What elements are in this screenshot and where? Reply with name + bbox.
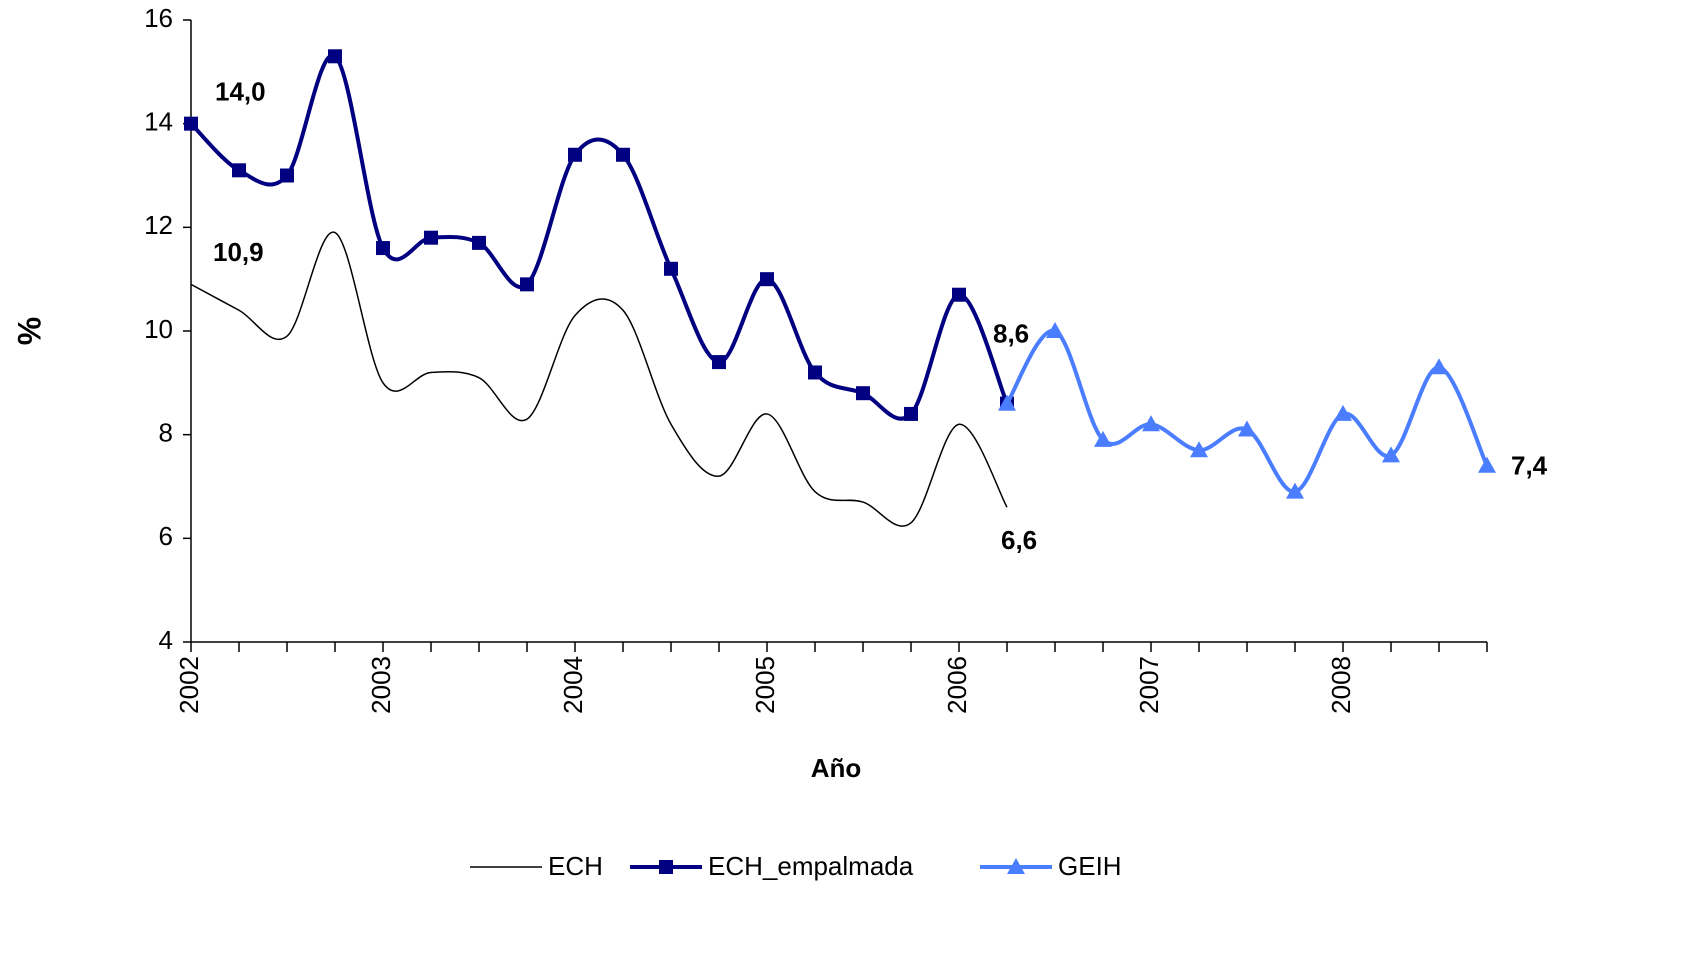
legend-marker <box>659 860 673 874</box>
marker <box>1238 420 1256 437</box>
y-tick-label: 16 <box>144 3 173 33</box>
marker <box>1334 404 1352 421</box>
marker <box>424 230 438 245</box>
data-label: 8,6 <box>993 318 1029 348</box>
x-tick-label: 2004 <box>558 656 588 714</box>
data-label: 14,0 <box>215 77 266 107</box>
series-line <box>189 53 1009 421</box>
marker <box>998 394 1016 411</box>
marker <box>568 147 582 162</box>
legend-label: ECH <box>548 851 603 881</box>
x-tick-label: 2008 <box>1326 656 1356 714</box>
x-tick-label: 2006 <box>942 656 972 714</box>
data-label: 6,6 <box>1001 525 1037 555</box>
marker <box>280 168 294 183</box>
marker <box>712 355 726 370</box>
y-tick-label: 6 <box>159 521 173 551</box>
marker <box>952 287 966 302</box>
x-tick-label: 2005 <box>750 656 780 714</box>
marker <box>856 386 870 401</box>
x-tick-label: 2003 <box>366 656 396 714</box>
marker <box>1046 322 1064 338</box>
data-label: 7,4 <box>1511 451 1548 481</box>
data-label: 10,9 <box>213 237 264 267</box>
legend-marker <box>1007 858 1025 874</box>
marker <box>232 163 246 178</box>
marker <box>520 277 534 292</box>
y-tick-label: 10 <box>144 314 173 344</box>
y-tick-label: 4 <box>159 625 173 655</box>
marker <box>1382 446 1400 463</box>
marker <box>328 49 342 64</box>
legend-label: GEIH <box>1058 851 1122 881</box>
y-axis-label: % <box>11 317 47 345</box>
x-tick-label: 2002 <box>174 656 204 714</box>
x-axis-label: Año <box>811 753 862 783</box>
marker <box>664 261 678 276</box>
series-line <box>1005 328 1489 494</box>
marker <box>472 235 486 250</box>
legend-label: ECH_empalmada <box>708 851 914 881</box>
marker <box>184 116 198 131</box>
marker <box>760 272 774 287</box>
marker <box>1478 456 1496 473</box>
marker <box>1094 430 1112 447</box>
marker <box>1190 441 1208 458</box>
series-line <box>190 231 1008 527</box>
y-tick-label: 14 <box>144 107 173 137</box>
marker <box>616 147 630 162</box>
marker <box>1430 358 1448 375</box>
x-tick-label: 2007 <box>1134 656 1164 714</box>
y-tick-label: 12 <box>144 210 173 240</box>
marker <box>376 241 390 256</box>
y-tick-label: 8 <box>159 418 173 448</box>
marker <box>1286 482 1304 499</box>
marker <box>808 365 822 380</box>
marker <box>904 406 918 421</box>
marker <box>1142 415 1160 432</box>
